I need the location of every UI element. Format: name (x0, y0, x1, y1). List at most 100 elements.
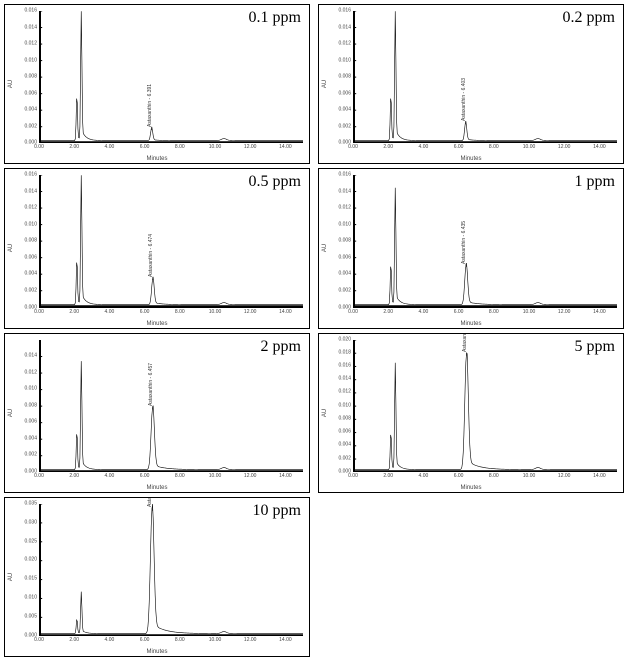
y-tick-label: 0.012 (338, 42, 351, 47)
peak-label: Astaxanthin - 6.391 (147, 84, 153, 127)
x-tick-label: 0.00 (34, 474, 44, 479)
plot-area: Astaxanthin - 6.391 (39, 11, 303, 143)
axes (39, 11, 303, 143)
chromatogram-svg (353, 175, 617, 307)
x-tick-label: 10.00 (209, 310, 222, 315)
y-tick-label: 0.002 (24, 288, 37, 293)
y-tick-label: 0.008 (24, 239, 37, 244)
y-tick-label: 0.002 (24, 124, 37, 129)
axes (39, 340, 303, 472)
chromatogram-panel: 0.1 ppmAUMinutes0.0000.0020.0040.0060.00… (4, 4, 310, 164)
x-ticks: 0.002.004.006.008.0010.0012.0014.00 (353, 474, 617, 484)
y-tick-label: 0.010 (24, 58, 37, 63)
y-tick-label: 0.008 (338, 75, 351, 80)
y-axis-label: AU (8, 244, 14, 252)
x-tick-label: 2.00 (383, 145, 393, 150)
x-tick-label: 8.00 (175, 145, 185, 150)
x-tick-label: 2.00 (69, 638, 79, 643)
peak-label: Astaxanthin - 6.457 (148, 363, 154, 406)
y-axis-label: AU (322, 244, 328, 252)
y-ticks: 0.0000.0020.0040.0060.0080.0100.0120.014… (15, 175, 37, 307)
peak-label: Astaxanthin - 6.474 (148, 234, 154, 277)
x-ticks: 0.002.004.006.008.0010.0012.0014.00 (39, 310, 303, 320)
x-tick-label: 8.00 (489, 474, 499, 479)
chromatogram-panel: 5 ppmAUMinutes0.0000.0020.0040.0060.0080… (318, 333, 624, 493)
x-tick-label: 14.00 (593, 310, 606, 315)
y-ticks: 0.0000.0020.0040.0060.0080.0100.0120.014 (15, 340, 37, 472)
y-axis-label: AU (322, 80, 328, 88)
y-tick-label: 0.004 (338, 443, 351, 448)
x-tick-label: 14.00 (279, 638, 292, 643)
x-tick-label: 14.00 (279, 474, 292, 479)
chromatogram-trace (39, 11, 303, 140)
x-tick-label: 12.00 (244, 638, 257, 643)
x-tick-label: 6.00 (140, 638, 150, 643)
axes (353, 11, 617, 143)
x-tick-label: 4.00 (105, 638, 115, 643)
chromatogram-panel: 10 ppmAUMinutes0.0000.0050.0100.0150.020… (4, 497, 310, 657)
x-tick-label: 4.00 (105, 310, 115, 315)
x-tick-label: 12.00 (244, 145, 257, 150)
y-tick-label: 0.012 (24, 42, 37, 47)
y-tick-label: 0.035 (24, 501, 37, 506)
axes (353, 340, 617, 472)
x-tick-label: 10.00 (209, 474, 222, 479)
chromatogram-trace (39, 175, 303, 304)
y-tick-label: 0.008 (338, 239, 351, 244)
y-tick-label: 0.014 (338, 25, 351, 30)
axes (353, 175, 617, 307)
chromatogram-svg (39, 11, 303, 143)
x-tick-label: 0.00 (348, 145, 358, 150)
x-tick-label: 6.00 (454, 474, 464, 479)
y-ticks: 0.0000.0020.0040.0060.0080.0100.0120.014… (329, 175, 351, 307)
y-axis-label: AU (8, 80, 14, 88)
y-tick-label: 0.006 (24, 255, 37, 260)
x-tick-label: 4.00 (105, 145, 115, 150)
y-axis-label: AU (8, 573, 14, 581)
y-tick-label: 0.010 (338, 403, 351, 408)
x-axis-label: Minutes (146, 649, 167, 655)
x-tick-label: 12.00 (244, 474, 257, 479)
y-ticks: 0.0000.0020.0040.0060.0080.0100.0120.014… (329, 340, 351, 472)
chromatogram-svg (39, 340, 303, 472)
axes (39, 504, 303, 636)
y-tick-label: 0.010 (24, 387, 37, 392)
x-tick-label: 0.00 (348, 474, 358, 479)
chromatogram-svg (39, 504, 303, 636)
plot-area: Astaxanthin - 6.447 (353, 340, 617, 472)
x-tick-label: 2.00 (383, 310, 393, 315)
y-axis-label: AU (8, 408, 14, 416)
x-tick-label: 6.00 (140, 145, 150, 150)
x-axis-label: Minutes (460, 485, 481, 491)
peak-label: Astaxanthin - 6.435 (461, 221, 467, 264)
x-tick-label: 14.00 (279, 310, 292, 315)
x-ticks: 0.002.004.006.008.0010.0012.0014.00 (353, 145, 617, 155)
y-tick-label: 0.004 (338, 272, 351, 277)
y-tick-label: 0.016 (24, 173, 37, 178)
y-ticks: 0.0000.0050.0100.0150.0200.0250.0300.035 (15, 504, 37, 636)
y-tick-label: 0.006 (24, 420, 37, 425)
x-axis-label: Minutes (460, 156, 481, 162)
x-tick-label: 12.00 (244, 310, 257, 315)
y-tick-label: 0.010 (338, 222, 351, 227)
x-tick-label: 6.00 (454, 145, 464, 150)
y-tick-label: 0.008 (338, 416, 351, 421)
y-tick-label: 0.006 (338, 91, 351, 96)
y-tick-label: 0.030 (24, 520, 37, 525)
x-ticks: 0.002.004.006.008.0010.0012.0014.00 (39, 474, 303, 484)
plot-area: Astaxanthin - 6.432 (39, 504, 303, 636)
x-tick-label: 8.00 (489, 310, 499, 315)
y-tick-label: 0.016 (338, 173, 351, 178)
x-axis-label: Minutes (460, 321, 481, 327)
y-tick-label: 0.005 (24, 615, 37, 620)
y-tick-label: 0.016 (24, 9, 37, 14)
x-tick-label: 8.00 (175, 474, 185, 479)
y-tick-label: 0.008 (24, 75, 37, 80)
x-tick-label: 12.00 (558, 474, 571, 479)
x-tick-label: 6.00 (140, 474, 150, 479)
x-tick-label: 2.00 (69, 474, 79, 479)
y-tick-label: 0.006 (338, 430, 351, 435)
x-tick-label: 0.00 (34, 310, 44, 315)
y-ticks: 0.0000.0020.0040.0060.0080.0100.0120.014… (15, 11, 37, 143)
chromatogram-trace (39, 361, 303, 470)
